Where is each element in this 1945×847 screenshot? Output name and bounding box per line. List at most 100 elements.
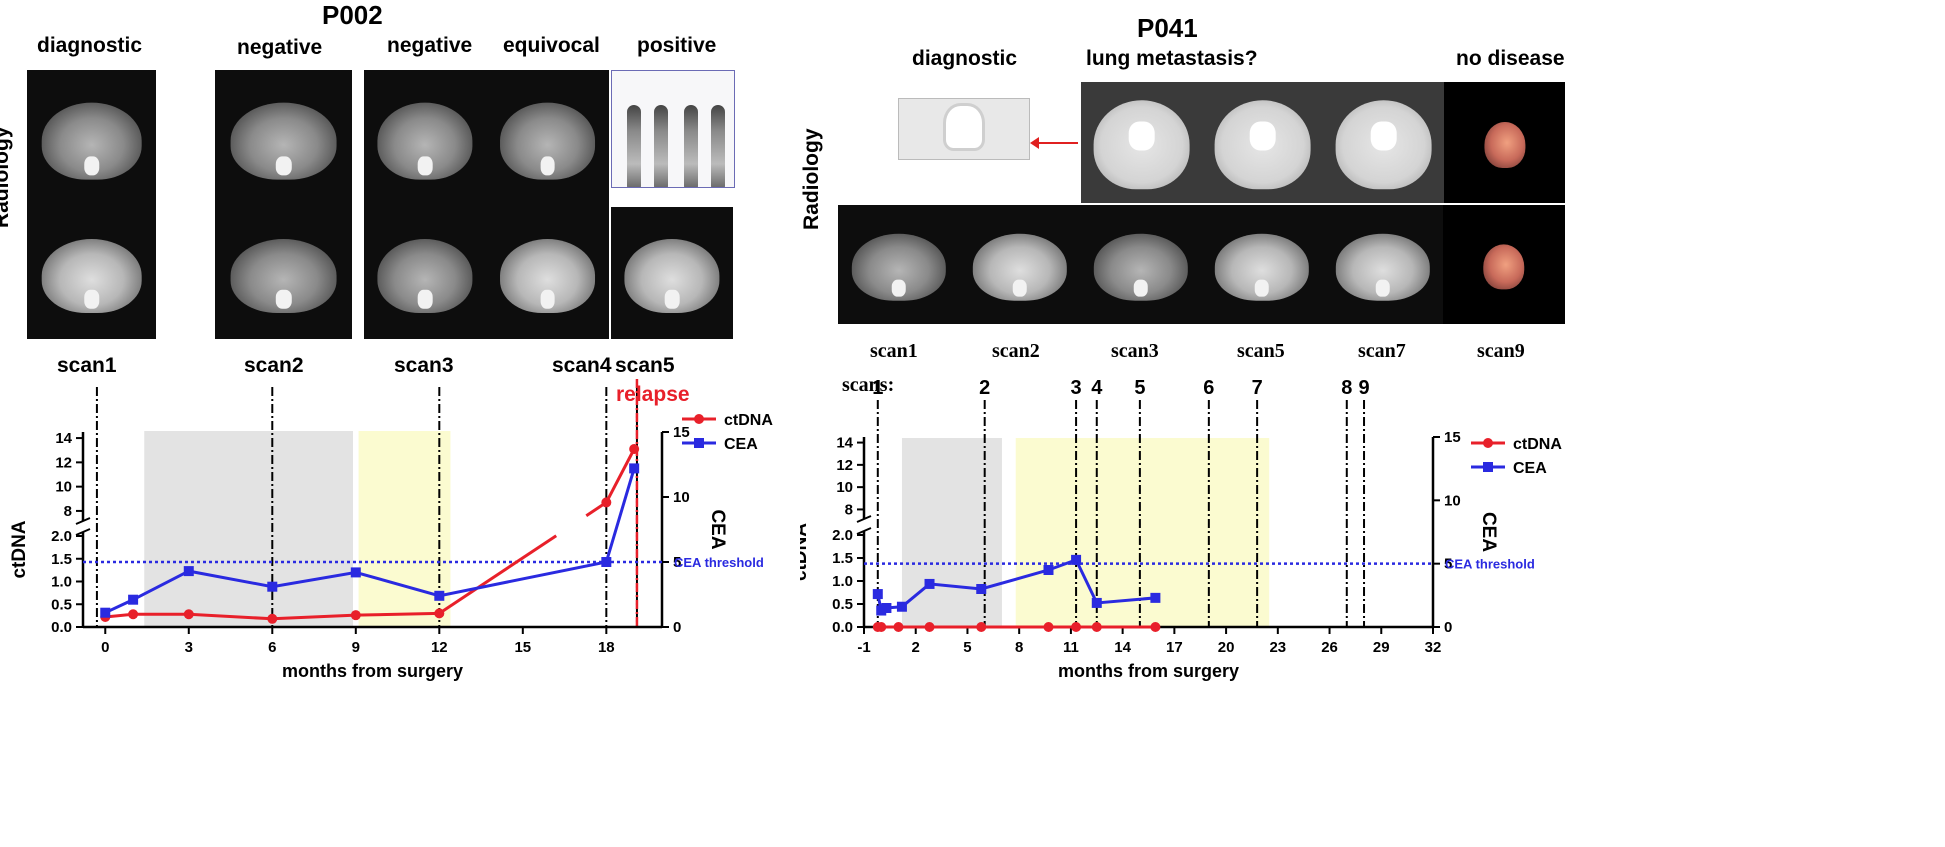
cea-point bbox=[629, 463, 640, 474]
axis-break-mark bbox=[75, 517, 91, 525]
ct-image bbox=[1080, 205, 1201, 324]
grey-region bbox=[901, 438, 1002, 627]
right-header-diagnostic: diagnostic bbox=[912, 47, 1018, 70]
y-left-tick-label: 1.5 bbox=[51, 551, 72, 568]
ctdna-point bbox=[1071, 622, 1082, 632]
y-left-tick-label: 1.0 bbox=[832, 573, 853, 590]
left-scan-label: scan4 bbox=[552, 354, 612, 377]
cea-point bbox=[183, 566, 194, 577]
ctdna-point bbox=[601, 497, 612, 508]
cea-point bbox=[872, 589, 883, 600]
relapse-label: relapse bbox=[616, 383, 690, 406]
scan-number-label: 6 bbox=[1203, 377, 1214, 399]
legend-label: ctDNA bbox=[724, 412, 773, 429]
ct-image bbox=[215, 207, 352, 339]
cea-point bbox=[601, 557, 612, 567]
ct-image bbox=[486, 70, 609, 207]
left-scan-label: scan3 bbox=[394, 354, 454, 377]
left-radiology-label: Radiology bbox=[0, 126, 13, 228]
x-tick-label: 0 bbox=[101, 639, 109, 656]
right-header-no-disease: no disease bbox=[1456, 47, 1565, 70]
bone-scan-figure bbox=[627, 105, 641, 187]
ct-image bbox=[1201, 205, 1322, 324]
left-header-equivocal: equivocal bbox=[503, 34, 600, 57]
lung-ct-image bbox=[1081, 82, 1202, 203]
bone-scan-figure bbox=[684, 105, 698, 187]
ctdna-point bbox=[893, 622, 904, 632]
legend-marker bbox=[694, 438, 704, 448]
left-header-negative-2: negative bbox=[387, 34, 473, 57]
cea-point bbox=[1091, 597, 1102, 608]
cea-point bbox=[876, 605, 887, 616]
x-tick-label: 9 bbox=[352, 639, 360, 656]
legend-marker bbox=[1483, 438, 1493, 448]
bone-scan-image bbox=[611, 70, 735, 188]
p041-chart: -1 2 5 8 11 14 17 20 23 26 29 320.00.51.01.52.08101… bbox=[800, 377, 1562, 681]
cea-point bbox=[1150, 592, 1161, 603]
left-scan-label: scan1 bbox=[57, 354, 117, 377]
x-tick-label: 17 bbox=[1166, 639, 1183, 656]
lung-ct-image bbox=[1202, 82, 1323, 203]
x-tick-label: 8 bbox=[1015, 639, 1023, 656]
right-scan-label: scan9 bbox=[1477, 340, 1525, 362]
cea-point bbox=[128, 594, 139, 605]
y-left-tick-label: 14 bbox=[836, 435, 853, 452]
y-left-tick-label: 0.0 bbox=[51, 619, 72, 636]
x-tick-label: 6 bbox=[268, 639, 276, 656]
legend-marker bbox=[1483, 462, 1493, 472]
y-left-tick-label: 12 bbox=[836, 457, 853, 474]
y-left-tick-label: 8 bbox=[845, 501, 853, 518]
right-header-lung-metastasis: lung metastasis? bbox=[1086, 47, 1258, 70]
right-scan-label: scan2 bbox=[992, 340, 1040, 362]
cea-point bbox=[1071, 554, 1082, 565]
ctdna-line bbox=[438, 534, 558, 615]
right-patient-title: P041 bbox=[1137, 13, 1198, 43]
legend-marker bbox=[694, 414, 704, 424]
p002-chart: 0 3 6 9 12 15 18 0.0 0.5 1.0 1.5 2.0 8 10 12 14 0 5 10 15 mo… bbox=[9, 379, 773, 681]
x-tick-label: 29 bbox=[1373, 639, 1390, 656]
cea-line bbox=[104, 467, 636, 615]
ct-image bbox=[364, 207, 486, 339]
ct-image bbox=[838, 205, 959, 324]
cea-point bbox=[924, 578, 935, 589]
cea-point bbox=[434, 590, 445, 601]
scan-number-label: 1 bbox=[872, 377, 883, 399]
scan-number-label: 7 bbox=[1252, 377, 1263, 399]
ct-image bbox=[27, 207, 156, 339]
y-axis-label-left: ctDNA bbox=[800, 523, 811, 581]
x-tick-label: 15 bbox=[514, 639, 531, 656]
left-header-positive: positive bbox=[637, 34, 717, 57]
y-right-tick-label: 10 bbox=[1444, 492, 1461, 509]
ctdna-point bbox=[629, 444, 640, 454]
y-right-tick-label: 15 bbox=[1444, 429, 1461, 446]
scan-number-label: 3 bbox=[1071, 377, 1082, 399]
right-scan-label: scan7 bbox=[1358, 340, 1406, 362]
ctdna-point bbox=[924, 622, 935, 632]
ct-image bbox=[1322, 205, 1443, 324]
grey-region bbox=[144, 431, 354, 627]
scan-number-label: 9 bbox=[1358, 377, 1369, 399]
ctdna-point bbox=[267, 613, 278, 624]
axis-break-mark bbox=[856, 515, 872, 523]
ctdna-point bbox=[434, 608, 445, 619]
y-left-tick-label: 2.0 bbox=[832, 527, 853, 544]
lung-ct-image bbox=[1323, 82, 1444, 203]
scans-prefix: scans: bbox=[842, 374, 895, 396]
left-patient-title: P002 bbox=[322, 0, 383, 30]
yellow-region bbox=[1015, 438, 1270, 627]
scan-number-label: 5 bbox=[1134, 377, 1145, 399]
cea-point bbox=[881, 603, 892, 613]
x-tick-label: -1 bbox=[857, 639, 870, 656]
x-tick-label: 26 bbox=[1321, 639, 1338, 656]
y-right-tick-label: 5 bbox=[1444, 556, 1452, 573]
ctdna-point bbox=[876, 622, 887, 632]
y-axis-label-right: CEA bbox=[1478, 512, 1499, 552]
x-tick-label: 12 bbox=[431, 639, 448, 656]
ctdna-point bbox=[1091, 622, 1102, 632]
y-right-tick-label: 0 bbox=[673, 619, 681, 636]
x-tick-label: 32 bbox=[1425, 639, 1442, 656]
x-tick-label: 3 bbox=[185, 639, 193, 656]
right-scan-label: scan1 bbox=[870, 340, 918, 362]
cea-threshold-label: CEA threshold bbox=[674, 555, 764, 570]
right-scan-label: scan5 bbox=[1237, 340, 1285, 362]
